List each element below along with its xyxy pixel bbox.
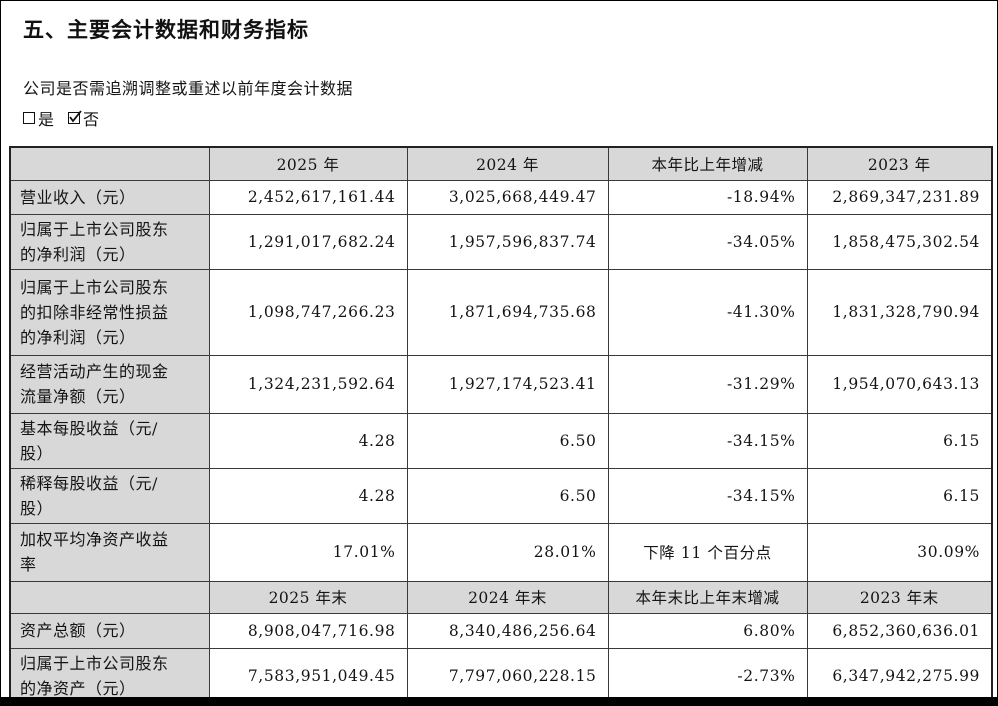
value-2023-cell: 1,858,475,302.54: [806, 213, 993, 270]
value-2023-cell: 2,869,347,231.89: [806, 179, 993, 215]
value-2024-cell: 1,871,694,735.68: [406, 268, 609, 356]
change-cell: -34.15%: [607, 467, 808, 524]
checkbox-yes: 是: [23, 106, 54, 130]
value-2023-cell: 30.09%: [806, 522, 993, 582]
checkbox-checked-icon: [68, 110, 82, 124]
value-2025-cell: 4.28: [208, 467, 408, 524]
value-2024-cell: 1,927,174,523.41: [406, 354, 609, 414]
row-label-cell: 基本每股收益（元/股）: [9, 412, 210, 469]
checkbox-yes-label: 是: [38, 110, 55, 129]
change-cell: -18.94%: [607, 179, 808, 215]
table-row: 营业收入（元） 2,452,617,161.44 3,025,668,449.4…: [9, 179, 993, 215]
value-2024-cell: 7,797,060,228.15: [406, 647, 609, 704]
table-row: 归属于上市公司股东的净资产（元） 7,583,951,049.45 7,797,…: [9, 647, 993, 704]
restatement-checkboxes: 是 否: [23, 106, 113, 130]
endperiod-header-row: 2025 年末 2024 年末 本年末比上年末增减 2023 年末: [9, 580, 993, 614]
value-2023-cell: 6.15: [806, 412, 993, 469]
table-row: 资产总额（元） 8,908,047,716.98 8,340,486,256.6…: [9, 612, 993, 649]
row-label-cell: 营业收入（元）: [9, 179, 210, 215]
row-label-cell: 资产总额（元）: [9, 612, 210, 649]
header-2025-end: 2025 年末: [208, 580, 408, 614]
financial-indicators-table: 2025 年 2024 年 本年比上年增减 2023 年 营业收入（元） 2,4…: [9, 146, 993, 705]
change-cell: 下降 11 个百分点: [607, 522, 808, 582]
value-2025-cell: 2,452,617,161.44: [208, 179, 408, 215]
value-2023-cell: 6,347,942,275.99: [806, 647, 993, 704]
row-label-cell: 归属于上市公司股东的扣除非经常性损益的净利润（元）: [9, 268, 210, 356]
value-2023-cell: 6.15: [806, 467, 993, 524]
period-header-row: 2025 年 2024 年 本年比上年增减 2023 年: [9, 146, 993, 181]
value-2023-cell: 1,831,328,790.94: [806, 268, 993, 356]
checkbox-no-label: 否: [83, 110, 100, 129]
header-blank-cell: [9, 580, 210, 614]
value-2024-cell: 28.01%: [406, 522, 609, 582]
value-2025-cell: 1,324,231,592.64: [208, 354, 408, 414]
change-cell: -41.30%: [607, 268, 808, 356]
change-cell: -2.73%: [607, 647, 808, 704]
header-2023-end: 2023 年末: [806, 580, 993, 614]
row-label-cell: 稀释每股收益（元/股）: [9, 467, 210, 524]
restatement-question: 公司是否需追溯调整或重述以前年度会计数据: [23, 79, 354, 98]
value-2025-cell: 4.28: [208, 412, 408, 469]
value-2024-cell: 8,340,486,256.64: [406, 612, 609, 649]
header-2024-end: 2024 年末: [406, 580, 609, 614]
header-blank-cell: [9, 146, 210, 181]
table-row: 加权平均净资产收益率 17.01% 28.01% 下降 11 个百分点 30.0…: [9, 522, 993, 582]
header-2023: 2023 年: [806, 146, 993, 181]
row-label-cell: 归属于上市公司股东的净资产（元）: [9, 647, 210, 704]
checkbox-unchecked-icon: [23, 112, 35, 124]
value-2024-cell: 3,025,668,449.47: [406, 179, 609, 215]
value-2024-cell: 6.50: [406, 467, 609, 524]
value-2024-cell: 1,957,596,837.74: [406, 213, 609, 270]
table-row: 归属于上市公司股东的扣除非经常性损益的净利润（元） 1,098,747,266.…: [9, 268, 993, 356]
change-cell: -34.15%: [607, 412, 808, 469]
table-row: 基本每股收益（元/股） 4.28 6.50 -34.15% 6.15: [9, 412, 993, 469]
table-row: 经营活动产生的现金流量净额（元） 1,324,231,592.64 1,927,…: [9, 354, 993, 414]
value-2025-cell: 1,291,017,682.24: [208, 213, 408, 270]
row-label-cell: 加权平均净资产收益率: [9, 522, 210, 582]
value-2025-cell: 17.01%: [208, 522, 408, 582]
value-2025-cell: 7,583,951,049.45: [208, 647, 408, 704]
header-yoy-change: 本年比上年增减: [607, 146, 808, 181]
checkbox-no: 否: [68, 106, 99, 130]
value-2023-cell: 1,954,070,643.13: [806, 354, 993, 414]
table-row: 归属于上市公司股东的净利润（元） 1,291,017,682.24 1,957,…: [9, 213, 993, 270]
bottom-divider-bar: [1, 697, 997, 705]
value-2024-cell: 6.50: [406, 412, 609, 469]
header-2025: 2025 年: [208, 146, 408, 181]
value-2025-cell: 1,098,747,266.23: [208, 268, 408, 356]
section-title: 五、主要会计数据和财务指标: [23, 19, 309, 42]
value-2023-cell: 6,852,360,636.01: [806, 612, 993, 649]
table-row: 稀释每股收益（元/股） 4.28 6.50 -34.15% 6.15: [9, 467, 993, 524]
change-cell: 6.80%: [607, 612, 808, 649]
change-cell: -34.05%: [607, 213, 808, 270]
row-label-cell: 归属于上市公司股东的净利润（元）: [9, 213, 210, 270]
row-label-cell: 经营活动产生的现金流量净额（元）: [9, 354, 210, 414]
change-cell: -31.29%: [607, 354, 808, 414]
header-2024: 2024 年: [406, 146, 609, 181]
value-2025-cell: 8,908,047,716.98: [208, 612, 408, 649]
header-endyoy-change: 本年末比上年末增减: [607, 580, 808, 614]
